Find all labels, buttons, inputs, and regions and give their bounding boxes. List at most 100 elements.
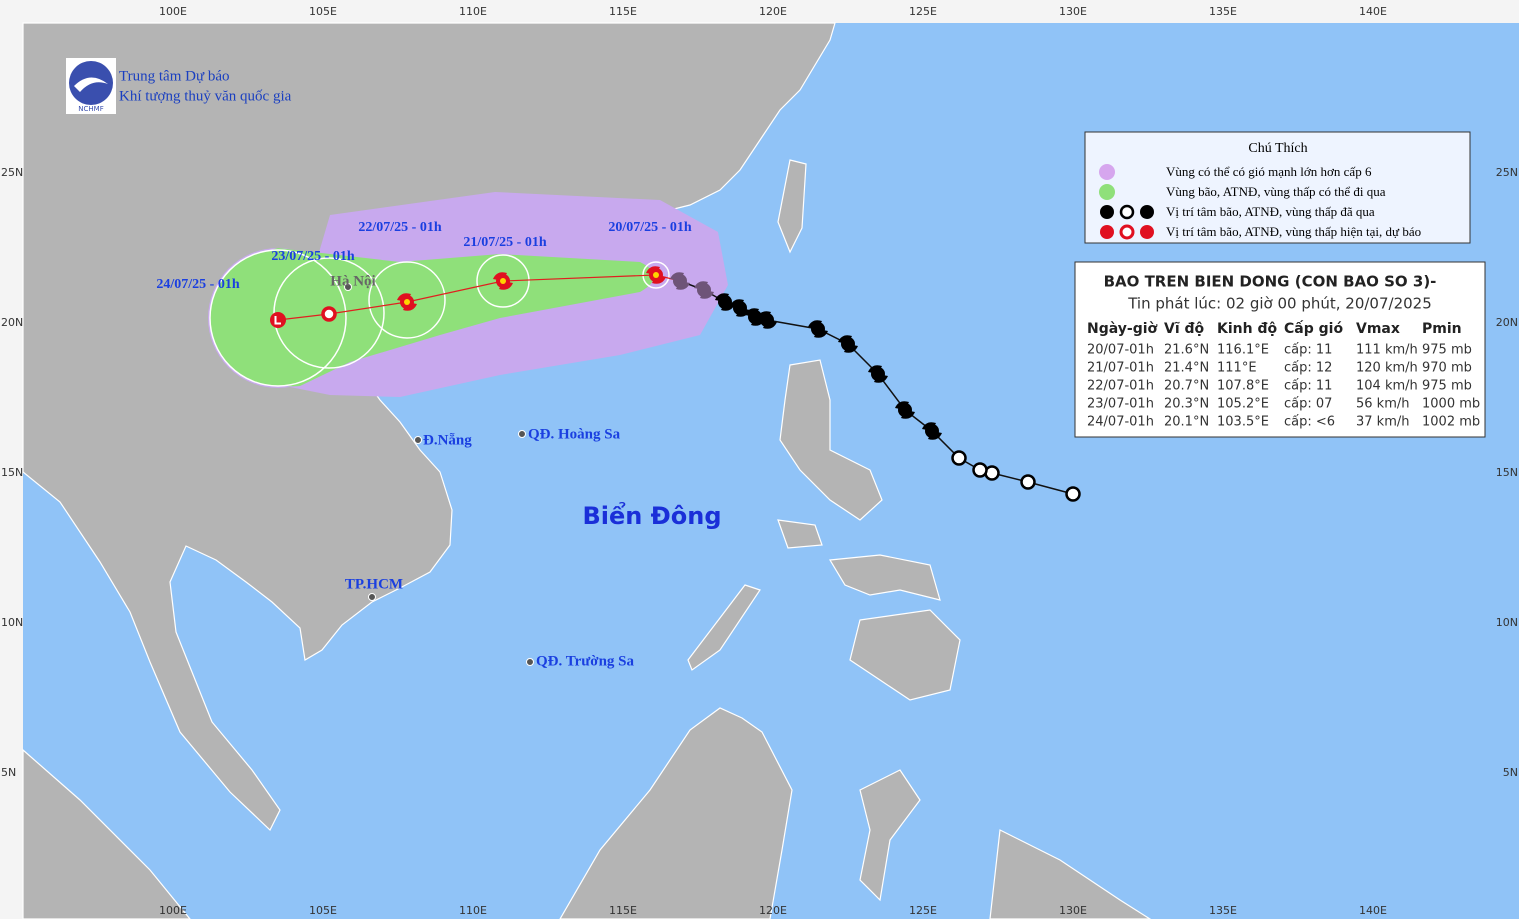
table-cell: 20/07-01h [1087, 343, 1154, 358]
place-dot [344, 283, 352, 291]
table-cell: cấp: 12 [1284, 361, 1332, 376]
place-dot [368, 593, 376, 601]
spiral-eye [500, 278, 506, 284]
table-cell: 105.2°E [1217, 397, 1269, 412]
place-label: QĐ. Hoàng Sa [528, 426, 621, 442]
table-cell: 21.6°N [1164, 343, 1209, 358]
depression-icon [972, 462, 988, 478]
forecast-radius [476, 254, 530, 308]
spiral-core [898, 403, 912, 417]
table-cell: 1002 mb [1422, 415, 1480, 430]
lon-label: 140E [1359, 904, 1387, 917]
forecast-position [397, 293, 417, 311]
table-header: Vĩ độ [1164, 321, 1205, 337]
lon-label: 100E [159, 904, 187, 917]
past-position [868, 365, 888, 383]
past-position [694, 281, 714, 299]
forecast-position [270, 312, 286, 328]
past-position [715, 293, 735, 311]
table-cell: 120 km/h [1356, 361, 1418, 376]
logo-text: NCHMF [78, 105, 103, 113]
sea-label: Biển Đông [582, 500, 721, 530]
spiral-core [841, 337, 855, 351]
table-cell: 20.3°N [1164, 397, 1209, 412]
place-label: TP.HCM [345, 576, 403, 592]
forecast-position [493, 272, 513, 290]
spiral-core [871, 367, 885, 381]
depression-icon [321, 306, 337, 322]
forecast-time-label: 20/07/25 - 01h [608, 220, 691, 235]
table-cell: 20.7°N [1164, 379, 1209, 394]
spiral-core [811, 322, 825, 336]
table-header: Ngày-giờ [1087, 321, 1158, 337]
spiral-core [697, 283, 711, 297]
lon-label: 125E [909, 904, 937, 917]
legend-item: Vị trí tâm bão, ATNĐ, vùng thấp hiện tại… [1166, 224, 1421, 239]
spiral-core [673, 274, 687, 288]
past-position [922, 422, 942, 440]
table-cell: 56 km/h [1356, 397, 1410, 412]
legend: Chú Thích Vùng có thể có gió mạnh lớn hơ… [1084, 131, 1471, 244]
lon-label: 110E [459, 904, 487, 917]
legend-item: Vị trí tâm bão, ATNĐ, vùng thấp đã qua [1166, 204, 1375, 219]
legend-box [1084, 131, 1471, 244]
lon-label: 125E [909, 5, 937, 18]
lat-label: 15N [1496, 466, 1518, 479]
table-cell: 104 km/h [1356, 379, 1418, 394]
place-label: Đ.Nẵng [423, 432, 472, 448]
past-position [895, 401, 915, 419]
table-header: Vmax [1356, 321, 1400, 337]
place-dot [414, 436, 422, 444]
lon-label: 115E [609, 904, 637, 917]
low-letter [274, 316, 281, 325]
forecast-position [321, 306, 337, 322]
forecast-radius [273, 257, 385, 369]
table-cell: 1000 mb [1422, 397, 1480, 412]
legend-title: Chú Thích [1248, 141, 1307, 156]
lat-label: 10N [1496, 616, 1518, 629]
legend-swatch [1099, 164, 1115, 180]
org-name: Khí tượng thuỷ văn quốc gia [119, 88, 292, 104]
lat-label: 10N [1, 616, 23, 629]
lat-label: 15N [1, 466, 23, 479]
place-dot [518, 430, 526, 438]
past-position [838, 335, 858, 353]
table-cell: 22/07-01h [1087, 379, 1154, 394]
logo: NCHMF [66, 58, 116, 114]
forecast-time-label: 24/07/25 - 01h [156, 277, 239, 292]
lat-label: 25N [1496, 166, 1518, 179]
past-position [1065, 486, 1081, 502]
forecast-radius [368, 261, 446, 339]
depression-icon [951, 450, 967, 466]
table-cell: 111 km/h [1356, 343, 1418, 358]
spiral-core [760, 313, 774, 327]
place-label: Hà Nội [330, 273, 375, 289]
lat-label: 25N [1, 166, 23, 179]
past-position [730, 299, 750, 317]
past-position [757, 311, 777, 329]
forecast-time-label: 23/07/25 - 01h [271, 249, 354, 264]
spiral-core [733, 301, 747, 315]
depression-icon [1065, 486, 1081, 502]
lon-label: 135E [1209, 904, 1237, 917]
past-position [670, 272, 690, 290]
spiral-eye [653, 272, 659, 278]
bulletin-issued: Tin phát lúc: 02 giờ 00 phút, 20/07/2025 [1127, 295, 1432, 313]
lon-label: 120E [759, 904, 787, 917]
legend-item: Vùng có thể có gió mạnh lớn hơn cấp 6 [1166, 164, 1372, 179]
lon-label: 135E [1209, 5, 1237, 18]
low-icon [270, 312, 286, 328]
spiral-eye [404, 299, 410, 305]
spiral-core [925, 424, 939, 438]
lon-label: 105E [309, 904, 337, 917]
past-position [808, 320, 828, 338]
spiral-core [748, 310, 762, 324]
lat-label: 20N [1, 316, 23, 329]
table-cell: 116.1°E [1217, 343, 1269, 358]
lon-label: 110E [459, 5, 487, 18]
legend-icon [1100, 205, 1114, 219]
table-cell: 975 mb [1422, 379, 1472, 394]
place-dot [526, 658, 534, 666]
legend-icon [1119, 204, 1135, 220]
